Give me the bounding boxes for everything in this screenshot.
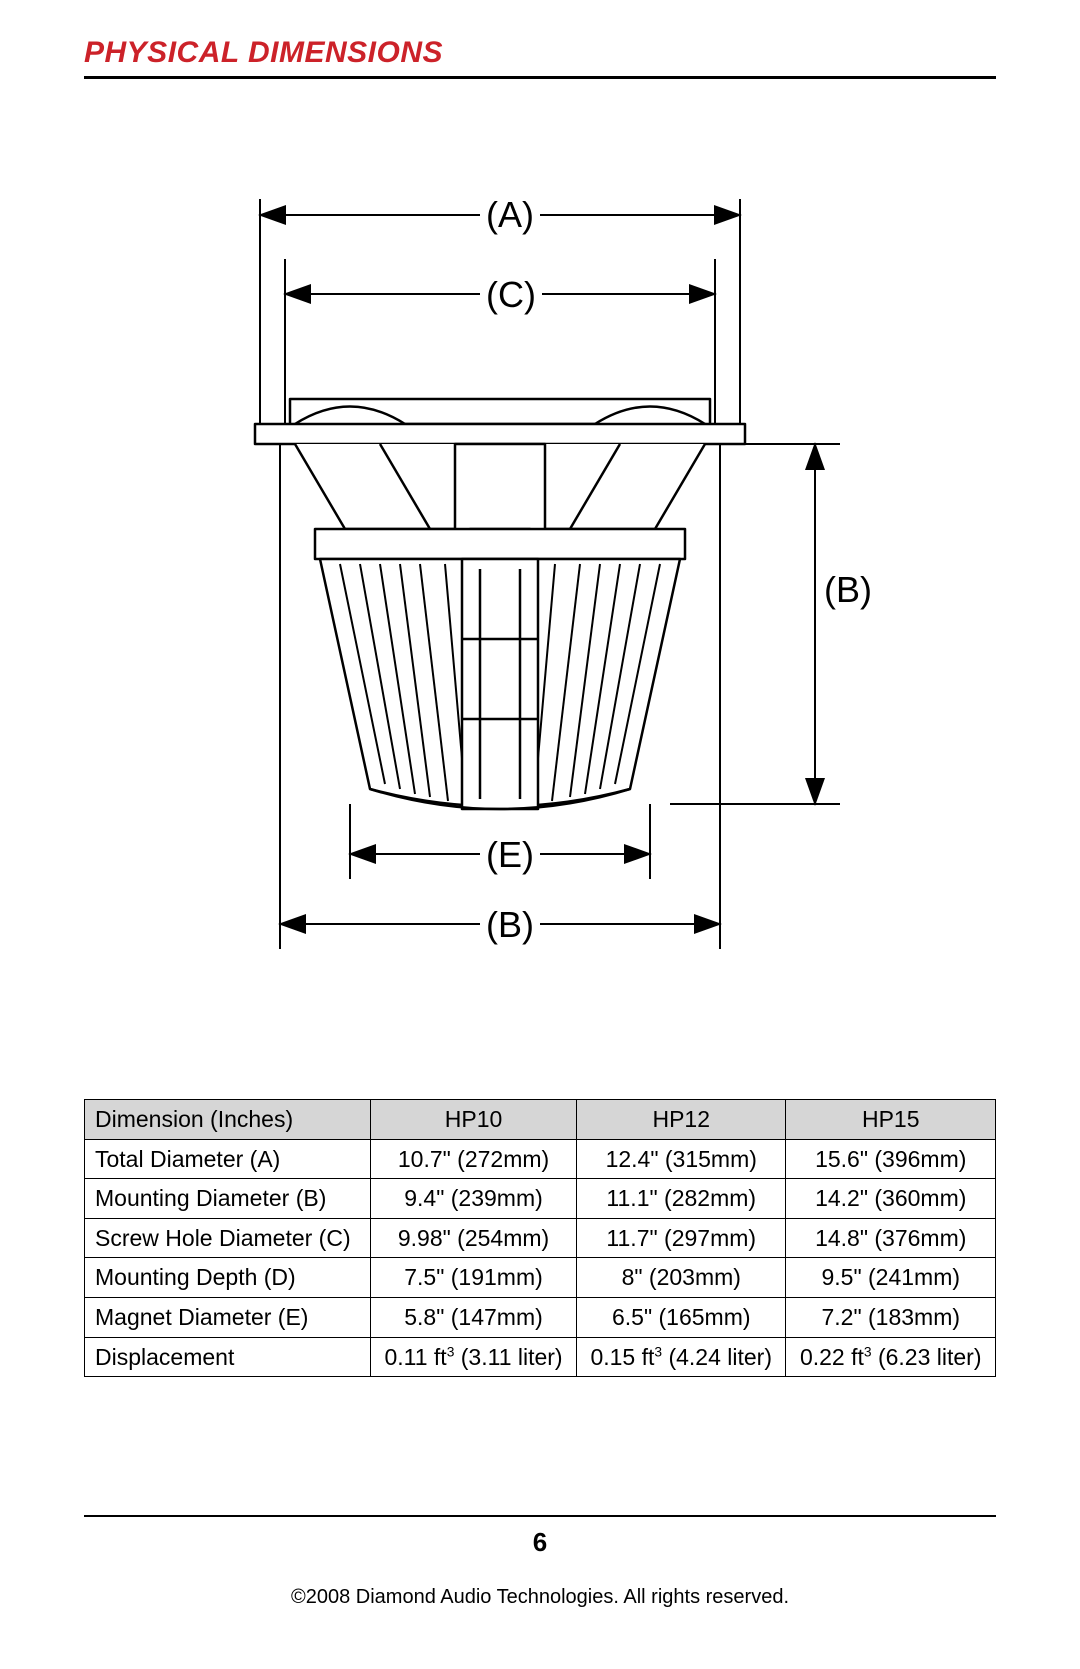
row-label: Total Diameter (A) xyxy=(85,1139,371,1179)
section-title: PHYSICAL DIMENSIONS xyxy=(84,36,996,70)
col-header: HP12 xyxy=(577,1100,786,1140)
cell-value: 12.4" (315mm) xyxy=(577,1139,786,1179)
dim-label-b-right: (B) xyxy=(818,569,878,611)
diagram-svg xyxy=(200,199,880,1029)
table-row: Displacement0.11 ft3 (3.11 liter)0.15 ft… xyxy=(85,1337,996,1377)
cell-value: 5.8" (147mm) xyxy=(371,1297,577,1337)
row-label: Mounting Depth (D) xyxy=(85,1258,371,1298)
table-header-row: Dimension (Inches) HP10 HP12 HP15 xyxy=(85,1100,996,1140)
col-header: HP10 xyxy=(371,1100,577,1140)
cell-value: 0.15 ft3 (4.24 liter) xyxy=(577,1337,786,1377)
col-header: Dimension (Inches) xyxy=(85,1100,371,1140)
dimension-diagram: (A) (C) (B) (E) (B) xyxy=(200,199,880,1029)
cell-value: 14.8" (376mm) xyxy=(786,1218,996,1258)
table-row: Magnet Diameter (E)5.8" (147mm)6.5" (165… xyxy=(85,1297,996,1337)
cell-value: 8" (203mm) xyxy=(577,1258,786,1298)
title-rule xyxy=(84,76,996,79)
col-header: HP15 xyxy=(786,1100,996,1140)
cell-value: 10.7" (272mm) xyxy=(371,1139,577,1179)
table-row: Mounting Diameter (B)9.4" (239mm)11.1" (… xyxy=(85,1179,996,1219)
cell-value: 9.5" (241mm) xyxy=(786,1258,996,1298)
cell-value: 9.98" (254mm) xyxy=(371,1218,577,1258)
page-number: 6 xyxy=(84,1527,996,1558)
cell-value: 15.6" (396mm) xyxy=(786,1139,996,1179)
row-label: Displacement xyxy=(85,1337,371,1377)
cell-value: 9.4" (239mm) xyxy=(371,1179,577,1219)
row-label: Screw Hole Diameter (C) xyxy=(85,1218,371,1258)
footer-rule xyxy=(84,1515,996,1517)
dim-label-a: (A) xyxy=(480,194,540,236)
table-row: Screw Hole Diameter (C)9.98" (254mm)11.7… xyxy=(85,1218,996,1258)
dim-label-c: (C) xyxy=(480,274,542,316)
cell-value: 14.2" (360mm) xyxy=(786,1179,996,1219)
page-footer: 6 ©2008 Diamond Audio Technologies. All … xyxy=(84,1515,996,1609)
cell-value: 0.22 ft3 (6.23 liter) xyxy=(786,1337,996,1377)
row-label: Mounting Diameter (B) xyxy=(85,1179,371,1219)
dim-label-b-bottom: (B) xyxy=(480,904,540,946)
cell-value: 11.7" (297mm) xyxy=(577,1218,786,1258)
table-row: Total Diameter (A)10.7" (272mm)12.4" (31… xyxy=(85,1139,996,1179)
row-label: Magnet Diameter (E) xyxy=(85,1297,371,1337)
dimensions-table: Dimension (Inches) HP10 HP12 HP15 Total … xyxy=(84,1099,996,1377)
dim-label-e: (E) xyxy=(480,834,540,876)
cell-value: 7.5" (191mm) xyxy=(371,1258,577,1298)
cell-value: 0.11 ft3 (3.11 liter) xyxy=(371,1337,577,1377)
cell-value: 6.5" (165mm) xyxy=(577,1297,786,1337)
table-row: Mounting Depth (D)7.5" (191mm)8" (203mm)… xyxy=(85,1258,996,1298)
copyright-line: ©2008 Diamond Audio Technologies. All ri… xyxy=(84,1586,996,1609)
cell-value: 11.1" (282mm) xyxy=(577,1179,786,1219)
cell-value: 7.2" (183mm) xyxy=(786,1297,996,1337)
